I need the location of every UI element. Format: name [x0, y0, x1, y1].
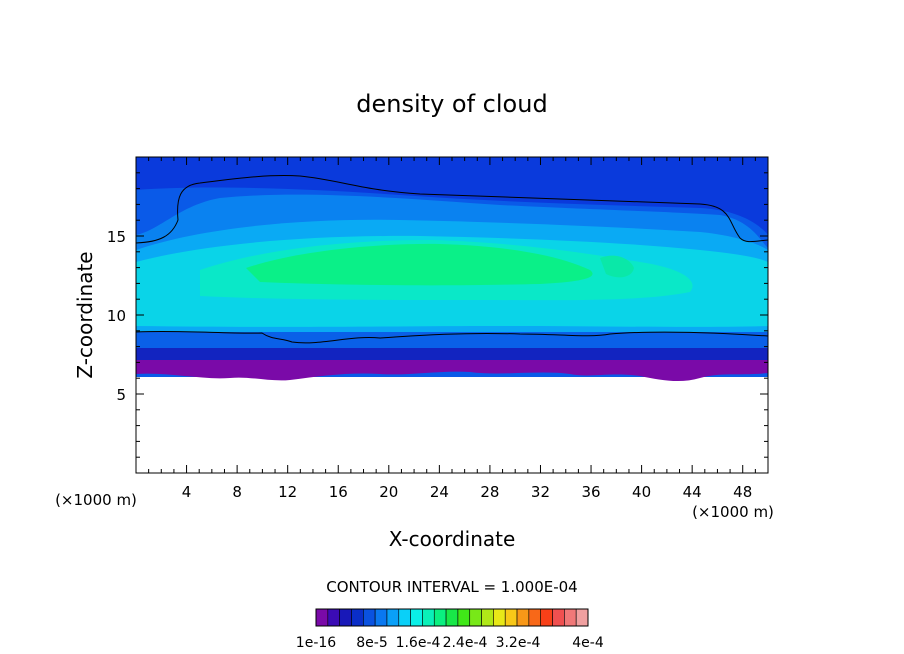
- x-tick-label: 8: [232, 483, 242, 501]
- chart-title: density of cloud: [356, 90, 547, 118]
- y-ticks: 5 10 15: [107, 172, 768, 458]
- colorbar-frame: [315, 608, 589, 627]
- plot-area: [136, 157, 768, 473]
- colorbar-label: 1e-16: [296, 635, 336, 651]
- colorbar-swatch: [351, 608, 364, 627]
- x-tick-label: 48: [733, 483, 752, 501]
- x-tick-label: 32: [531, 483, 550, 501]
- colorbar-swatch: [398, 608, 411, 627]
- colorbar-swatch: [575, 608, 589, 627]
- x-axis-label: X-coordinate: [389, 527, 516, 551]
- colorbar-swatch: [445, 608, 459, 627]
- colorbar-swatch: [422, 608, 435, 627]
- colorbar-label: 2.4e-4: [443, 635, 488, 651]
- x-tick-label: 4: [182, 483, 192, 501]
- colorbar-swatch: [433, 608, 447, 627]
- colorbar-swatch: [481, 608, 494, 627]
- x-unit-left: (×1000 m): [55, 491, 137, 509]
- x-unit-right: (×1000 m): [692, 503, 774, 521]
- colorbar-swatch: [374, 608, 388, 627]
- y-tick-label: 15: [107, 228, 126, 246]
- x-tick-label: 24: [430, 483, 449, 501]
- band-lower-navy: [136, 348, 768, 362]
- colorbar-swatch: [540, 608, 553, 627]
- density-field: [136, 157, 768, 382]
- x-tick-label: 40: [632, 483, 651, 501]
- y-axis-label: Z-coordinate: [73, 251, 97, 378]
- colorbar: [315, 608, 589, 627]
- colorbar-swatch: [504, 608, 518, 627]
- colorbar-swatch: [469, 608, 482, 627]
- colorbar-swatch: [564, 608, 577, 627]
- x-tick-label: 12: [278, 483, 297, 501]
- colorbar-swatch: [410, 608, 423, 627]
- x-ticks: 4 8 12 16 20 24 28 32 36 40 44 48: [148, 157, 756, 501]
- x-tick-label: 28: [480, 483, 499, 501]
- y-tick-label: 10: [107, 307, 126, 325]
- colorbar-label: 3.2e-4: [496, 635, 541, 651]
- colorbar-swatch: [327, 608, 340, 627]
- colorbar-swatch: [315, 608, 329, 627]
- contour-interval-label: CONTOUR INTERVAL = 1.000E-04: [326, 578, 577, 596]
- x-tick-label: 44: [683, 483, 702, 501]
- x-tick-label: 36: [581, 483, 600, 501]
- band-bottom-violet: [136, 360, 768, 382]
- band-green: [246, 243, 593, 286]
- colorbar-swatch: [516, 608, 530, 627]
- colorbar-label: 8e-5: [356, 635, 387, 651]
- contour-lower: [136, 330, 768, 344]
- colorbar-swatch: [386, 608, 400, 627]
- colorbar-swatch: [552, 608, 565, 627]
- colorbar-swatch: [493, 608, 506, 627]
- colorbar-swatch: [339, 608, 352, 627]
- colorbar-label: 1.6e-4: [396, 635, 441, 651]
- colorbar-swatch: [363, 608, 376, 627]
- x-tick-label: 20: [379, 483, 398, 501]
- x-tick-label: 16: [329, 483, 348, 501]
- colorbar-swatch: [457, 608, 471, 627]
- contour-upper: [136, 174, 768, 244]
- band-right-green: [600, 255, 634, 278]
- colorbar-swatch: [528, 608, 541, 627]
- colorbar-labels: 1e-16 8e-5 1.6e-4 2.4e-4 3.2e-4 4e-4: [296, 635, 604, 651]
- band-lower-blue: [136, 332, 768, 350]
- colorbar-label: 4e-4: [572, 635, 604, 651]
- y-tick-label: 5: [116, 386, 126, 404]
